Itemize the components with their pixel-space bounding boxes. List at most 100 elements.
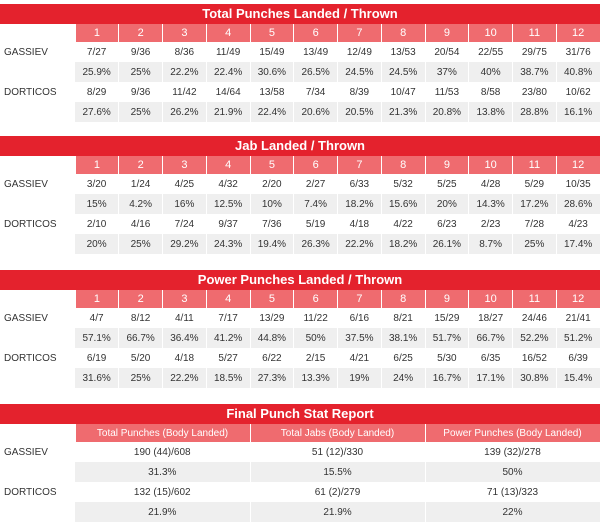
round-header: 8 — [381, 290, 426, 308]
pct-cell: 50% — [425, 462, 600, 482]
column-header: Total Punches (Body Landed) — [75, 424, 251, 442]
pct-cell: 27.3% — [250, 368, 295, 388]
pct-cell: 14.3% — [468, 194, 513, 214]
stat-cell: 5/25 — [425, 174, 470, 194]
pct-cell: 25.9% — [75, 62, 120, 82]
final-report-section: Final Punch Stat Report Total Punches (B… — [0, 404, 600, 522]
stat-cell: 8/39 — [337, 82, 382, 102]
stat-cell: 14/64 — [206, 82, 251, 102]
pct-cell: 30.8% — [512, 368, 557, 388]
table-row: 31.6% 25% 22.2% 18.5% 27.3% 13.3% 19% 24… — [0, 368, 600, 388]
pct-cell: 15.5% — [250, 462, 426, 482]
stat-cell: 8/36 — [162, 42, 207, 62]
stat-cell: 6/39 — [556, 348, 600, 368]
pct-cell: 52.2% — [512, 328, 557, 348]
round-header: 2 — [118, 290, 163, 308]
round-header: 1 — [75, 290, 120, 308]
stat-cell: 24/46 — [512, 308, 557, 328]
pct-cell: 18.2% — [381, 234, 426, 254]
stat-cell: 4/18 — [162, 348, 207, 368]
stat-cell: 5/27 — [206, 348, 251, 368]
stat-cell: 190 (44)/608 — [75, 442, 251, 462]
pct-cell: 24.3% — [206, 234, 251, 254]
stat-cell: 4/21 — [337, 348, 382, 368]
stat-cell: 11/49 — [206, 42, 251, 62]
stat-cell: 61 (2)/279 — [250, 482, 426, 502]
round-header: 2 — [118, 156, 163, 174]
pct-cell: 24% — [381, 368, 426, 388]
round-header: 7 — [337, 156, 382, 174]
pct-cell: 30.6% — [250, 62, 295, 82]
pct-cell: 31.3% — [75, 462, 251, 482]
pct-cell: 26.2% — [162, 102, 207, 122]
pct-cell: 13.8% — [468, 102, 513, 122]
stat-cell: 11/42 — [162, 82, 207, 102]
pct-cell: 16.7% — [425, 368, 470, 388]
stat-cell: 8/29 — [75, 82, 120, 102]
pct-cell: 21.9% — [75, 502, 251, 522]
round-header: 7 — [337, 290, 382, 308]
pct-cell: 40% — [468, 62, 513, 82]
table-row: 15% 4.2% 16% 12.5% 10% 7.4% 18.2% 15.6% … — [0, 194, 600, 214]
pct-cell: 20.5% — [337, 102, 382, 122]
pct-cell: 66.7% — [118, 328, 163, 348]
round-header: 8 — [381, 24, 426, 42]
pct-cell: 20.8% — [425, 102, 470, 122]
pct-cell: 31.6% — [75, 368, 120, 388]
final-report-table: Total Punches (Body Landed) Total Jabs (… — [0, 424, 600, 522]
pct-cell: 17.4% — [556, 234, 600, 254]
pct-cell: 8.7% — [468, 234, 513, 254]
pct-cell: 22.2% — [162, 62, 207, 82]
pct-cell: 19.4% — [250, 234, 295, 254]
pct-cell: 16% — [162, 194, 207, 214]
pct-cell: 24.5% — [381, 62, 426, 82]
stat-cell: 4/7 — [75, 308, 120, 328]
stat-cell: 16/52 — [512, 348, 557, 368]
table-row: 57.1% 66.7% 36.4% 41.2% 44.8% 50% 37.5% … — [0, 328, 600, 348]
pct-cell: 26.1% — [425, 234, 470, 254]
pct-cell: 50% — [293, 328, 338, 348]
pct-cell: 18.2% — [337, 194, 382, 214]
stat-cell: 23/80 — [512, 82, 557, 102]
pct-cell: 36.4% — [162, 328, 207, 348]
stat-cell: 2/23 — [468, 214, 513, 234]
stat-cell: 10/35 — [556, 174, 600, 194]
pct-cell: 27.6% — [75, 102, 120, 122]
pct-cell: 17.1% — [468, 368, 513, 388]
round-header: 3 — [162, 290, 207, 308]
pct-cell: 21.9% — [206, 102, 251, 122]
stat-cell: 22/55 — [468, 42, 513, 62]
section-title: Final Punch Stat Report — [0, 404, 600, 424]
round-header-row: 1 2 3 4 5 6 7 8 9 10 11 12 — [0, 156, 600, 174]
stat-cell: 6/22 — [250, 348, 295, 368]
stat-cell: 4/18 — [337, 214, 382, 234]
pct-cell: 38.1% — [381, 328, 426, 348]
round-header: 12 — [556, 156, 600, 174]
pct-cell: 20% — [75, 234, 120, 254]
section-title: Total Punches Landed / Thrown — [0, 4, 600, 24]
round-header: 9 — [425, 156, 470, 174]
stat-cell: 9/37 — [206, 214, 251, 234]
stat-cell: 2/27 — [293, 174, 338, 194]
pct-cell: 38.7% — [512, 62, 557, 82]
fighter-name: DORTICOS — [0, 348, 75, 368]
jab-table: 1 2 3 4 5 6 7 8 9 10 11 12 GASSIEV 3/20 … — [0, 156, 600, 254]
stat-cell: 7/27 — [75, 42, 120, 62]
stat-cell: 8/21 — [381, 308, 426, 328]
pct-cell: 22% — [425, 502, 600, 522]
table-row: 27.6% 25% 26.2% 21.9% 22.4% 20.6% 20.5% … — [0, 102, 600, 122]
pct-cell: 22.2% — [162, 368, 207, 388]
stat-cell: 13/29 — [250, 308, 295, 328]
round-header: 6 — [293, 290, 338, 308]
power-punches-table: 1 2 3 4 5 6 7 8 9 10 11 12 GASSIEV 4/7 8… — [0, 290, 600, 388]
pct-cell: 4.2% — [118, 194, 163, 214]
pct-cell: 15.6% — [381, 194, 426, 214]
round-header: 1 — [75, 156, 120, 174]
stat-cell: 6/35 — [468, 348, 513, 368]
round-header: 5 — [250, 156, 295, 174]
pct-cell: 21.9% — [250, 502, 426, 522]
stat-cell: 15/29 — [425, 308, 470, 328]
stat-cell: 139 (32)/278 — [425, 442, 600, 462]
pct-cell: 41.2% — [206, 328, 251, 348]
stat-cell: 4/32 — [206, 174, 251, 194]
